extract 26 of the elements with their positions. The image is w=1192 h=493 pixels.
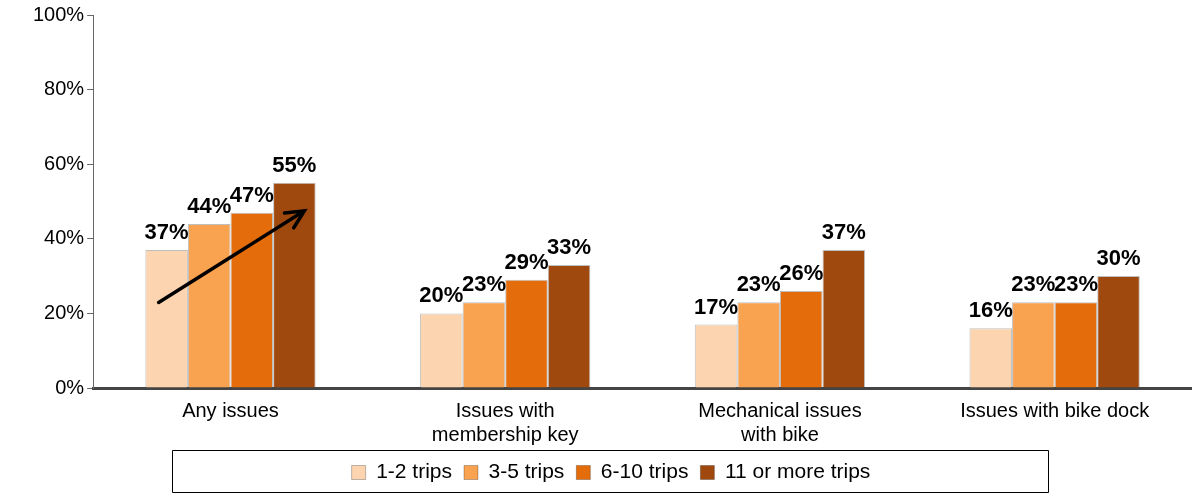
y-tick-label: 60% [44, 151, 85, 174]
y-tick-label: 100% [33, 2, 85, 25]
x-tick-label: Mechanical issues with bike [698, 398, 862, 445]
data-label: 37% [821, 219, 866, 245]
legend-label: 3-5 trips [488, 459, 565, 483]
y-tick-label: 20% [44, 300, 85, 323]
legend-label: 11 or more trips [724, 459, 871, 483]
legend-label: 1-2 trips [376, 459, 452, 483]
data-label: 30% [1096, 245, 1141, 271]
data-label: 16% [968, 297, 1013, 323]
x-tick-label: Issues with membership key [431, 398, 579, 445]
data-label: 33% [547, 233, 592, 259]
x-tick-label: Issues with bike dock [960, 398, 1151, 421]
y-tick-label: 0% [55, 375, 85, 398]
data-label: 23% [736, 271, 781, 297]
data-label: 23% [1053, 271, 1098, 297]
y-tick-label: 80% [44, 77, 85, 100]
data-label: 26% [779, 260, 824, 286]
data-label: 17% [694, 293, 739, 319]
y-tick-label: 40% [44, 226, 85, 249]
x-tick-label: Any issues [182, 398, 279, 421]
legend-label: 6-10 trips [600, 459, 689, 483]
data-label: 55% [272, 151, 317, 177]
data-label: 23% [1011, 271, 1056, 297]
data-label: 20% [419, 282, 464, 308]
data-label: 37% [144, 219, 189, 245]
